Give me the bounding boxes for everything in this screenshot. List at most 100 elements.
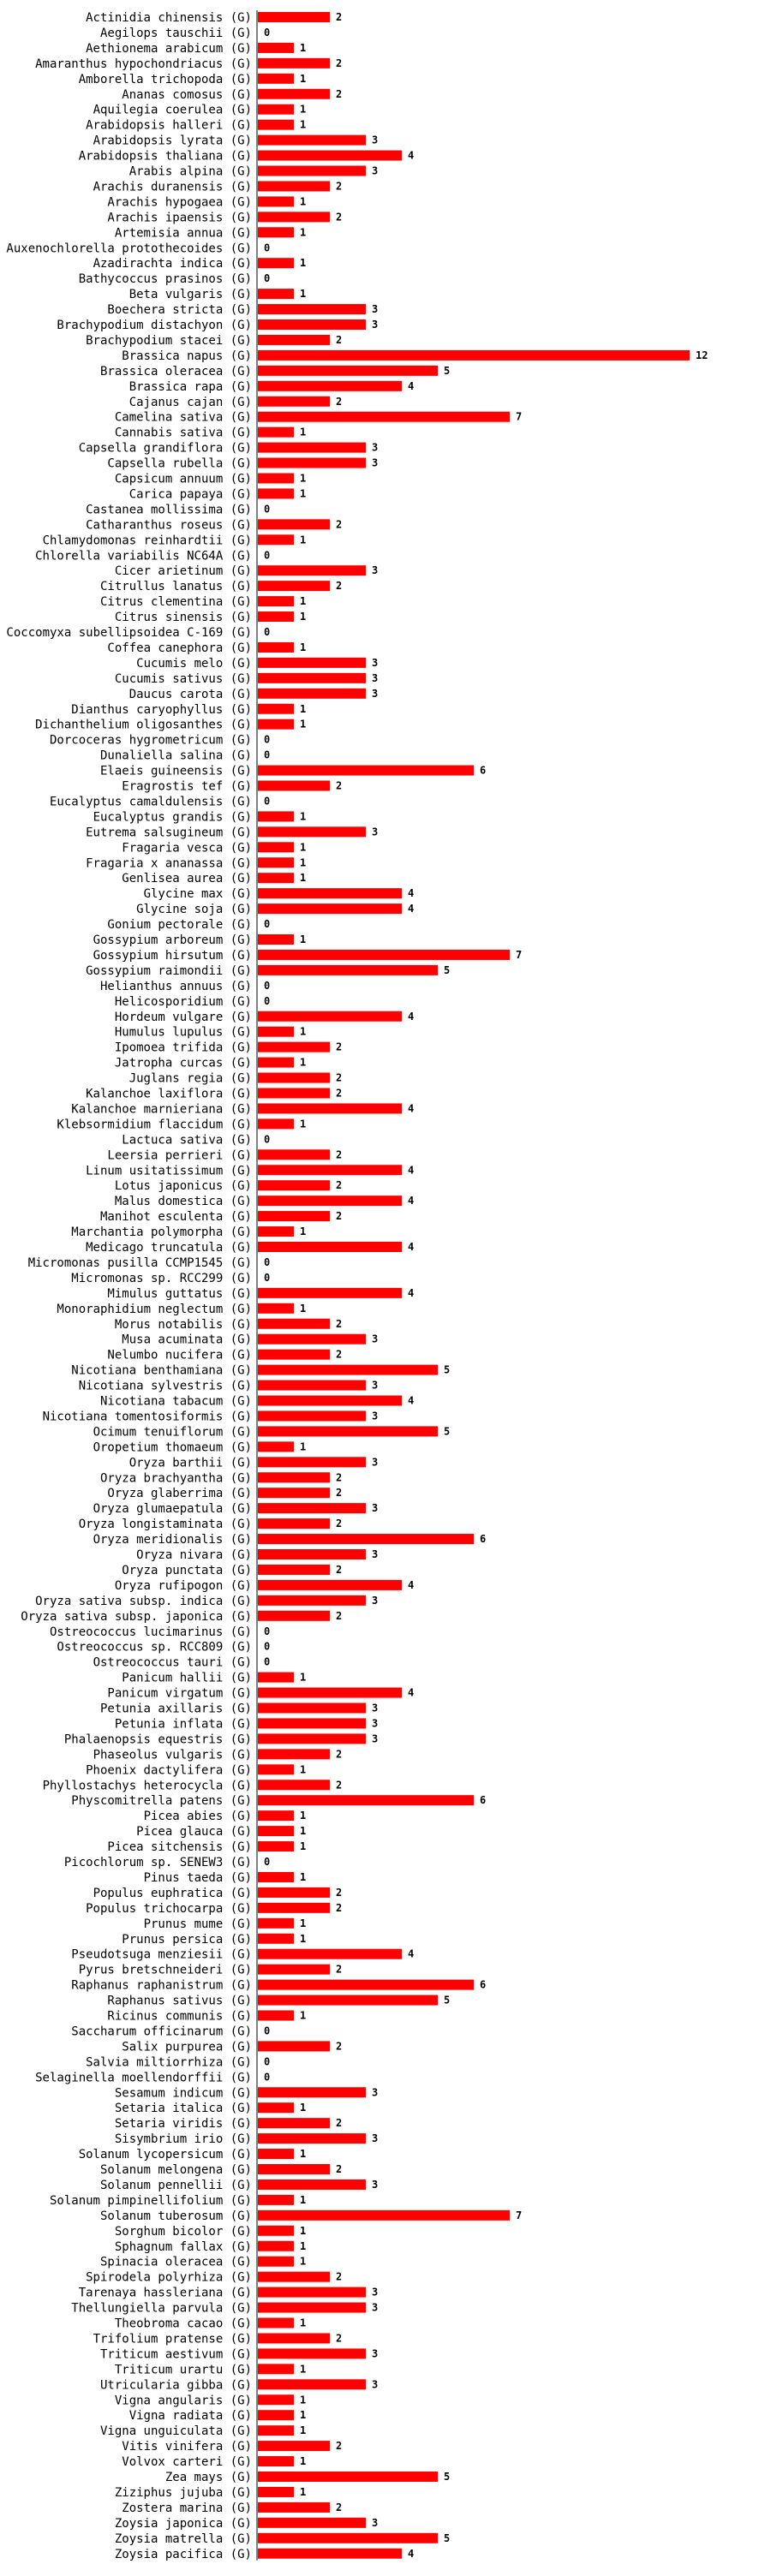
bar <box>258 150 402 161</box>
value-label: 3 <box>372 2378 378 2390</box>
category-label: Dunaliella salina (G) <box>100 749 252 763</box>
bar <box>258 1810 294 1822</box>
bar <box>258 396 330 407</box>
bar <box>258 1057 294 1068</box>
category-label: Triticum urartu (G) <box>115 2363 252 2376</box>
category-label: Arabis alpina (G) <box>129 165 252 179</box>
value-label: 1 <box>300 2194 306 2206</box>
bar <box>258 442 366 453</box>
value-label: 1 <box>300 119 306 131</box>
value-label: 2 <box>336 2332 342 2344</box>
value-label: 2 <box>336 211 342 223</box>
category-label: Mimulus guttatus (G) <box>107 1287 252 1301</box>
bar <box>258 1410 366 1422</box>
value-label: 1 <box>300 226 306 238</box>
category-label: Pinus taeda (G) <box>144 1871 252 1885</box>
category-label: Boechera stricta (G) <box>107 303 252 317</box>
category-label: Beta vulgaris (G) <box>129 288 252 301</box>
bar <box>258 1902 330 1913</box>
bar <box>258 2209 510 2221</box>
category-label: Vigna radiata (G) <box>129 2409 252 2423</box>
bar <box>258 903 402 915</box>
category-label: Citrus clementina (G) <box>100 595 252 609</box>
category-label: Camelina sativa (G) <box>115 411 252 425</box>
bars <box>258 12 690 2559</box>
category-label: Kalanchoe marnieriana (G) <box>71 1102 252 1116</box>
category-label: Arachis duranensis (G) <box>93 180 252 194</box>
category-label: Zoysia pacifica (G) <box>115 2548 252 2561</box>
category-label: Arachis hypogaea (G) <box>107 195 252 209</box>
value-label: 2 <box>336 1471 342 1483</box>
category-label: Chlamydomonas reinhardtii (G) <box>43 534 252 547</box>
category-label: Spinacia oleracea (G) <box>100 2256 252 2269</box>
bar <box>258 2041 330 2052</box>
value-label: 1 <box>300 595 306 607</box>
category-label: Trifolium pratense (G) <box>93 2332 252 2346</box>
bar <box>258 611 294 623</box>
value-label: 2 <box>336 1964 342 1976</box>
bar <box>258 1441 294 1452</box>
category-label: Daucus carota (G) <box>129 688 252 701</box>
value-label: 1 <box>300 810 306 822</box>
bar <box>258 1349 330 1360</box>
bar <box>258 2410 294 2421</box>
value-label: 2 <box>336 2501 342 2513</box>
category-label: Chlorella variabilis NC64A (G) <box>35 549 252 563</box>
category-label: Elaeis guineensis (G) <box>100 765 252 778</box>
value-label: 1 <box>300 2148 306 2160</box>
value-label: 2 <box>336 2040 342 2052</box>
value-label: 1 <box>300 933 306 945</box>
category-labels: Actinidia chinensis (G) Aegilops tauschii… <box>6 11 252 2561</box>
value-label: 1 <box>300 841 306 853</box>
category-label: Gossypium raimondii (G) <box>86 964 252 978</box>
value-label: 1 <box>300 2486 306 2498</box>
category-label: Cannabis sativa (G) <box>115 426 252 440</box>
value-label: 0 <box>264 27 270 39</box>
value-label: 0 <box>264 549 270 561</box>
value-label: 3 <box>372 1456 378 1468</box>
bar <box>258 304 366 315</box>
category-label: Oropetium thomaeum (G) <box>93 1440 252 1454</box>
category-label: Ziziphus jujuba (G) <box>115 2486 252 2500</box>
bar <box>258 1780 330 1791</box>
value-label: 3 <box>372 2086 378 2098</box>
value-label: 4 <box>408 1395 414 1407</box>
value-label: 3 <box>372 1717 378 1729</box>
category-label: Nicotiana sylvestris (G) <box>79 1380 252 1393</box>
bar <box>258 57 330 69</box>
category-label: Nicotiana tomentosiformis (G) <box>43 1410 252 1423</box>
category-label: Manihot esculenta (G) <box>100 1210 252 1224</box>
category-label: Lotus japonicus (G) <box>115 1179 252 1193</box>
bar <box>258 826 366 838</box>
value-label: 1 <box>300 2409 306 2421</box>
bar <box>258 596 294 607</box>
value-label: 2 <box>336 11 342 23</box>
bar <box>258 565 366 576</box>
value-label: 3 <box>372 1380 378 1392</box>
bar <box>258 2194 294 2205</box>
category-label: Linum usitatissimum (G) <box>86 1164 252 1178</box>
category-label: Oryza punctata (G) <box>122 1564 252 1577</box>
value-label: 1 <box>300 1026 306 1038</box>
category-label: Catharanthus roseus (G) <box>86 518 252 532</box>
bar <box>258 765 474 776</box>
value-label: 4 <box>408 1241 414 1253</box>
value-label: 4 <box>408 1948 414 1960</box>
value-label: 0 <box>264 918 270 930</box>
category-label: Sisymbrium irio (G) <box>115 2132 252 2146</box>
category-label: Ipomoea trifida (G) <box>115 1041 252 1055</box>
bar <box>258 2441 330 2452</box>
category-label: Salix purpurea (G) <box>122 2040 252 2054</box>
value-label: 0 <box>264 1256 270 1268</box>
bar <box>258 2456 294 2467</box>
category-label: Aquilegia coerulea (G) <box>93 104 252 117</box>
category-label: Picea abies (G) <box>144 1810 252 1823</box>
bar <box>258 1595 366 1606</box>
bar <box>258 2379 366 2390</box>
category-label: Brachypodium distachyon (G) <box>57 319 252 332</box>
bar <box>258 473 294 484</box>
bar <box>258 534 294 546</box>
bar <box>258 1165 402 1176</box>
category-label: Vigna angularis (G) <box>115 2394 252 2407</box>
value-label: 3 <box>372 2132 378 2144</box>
